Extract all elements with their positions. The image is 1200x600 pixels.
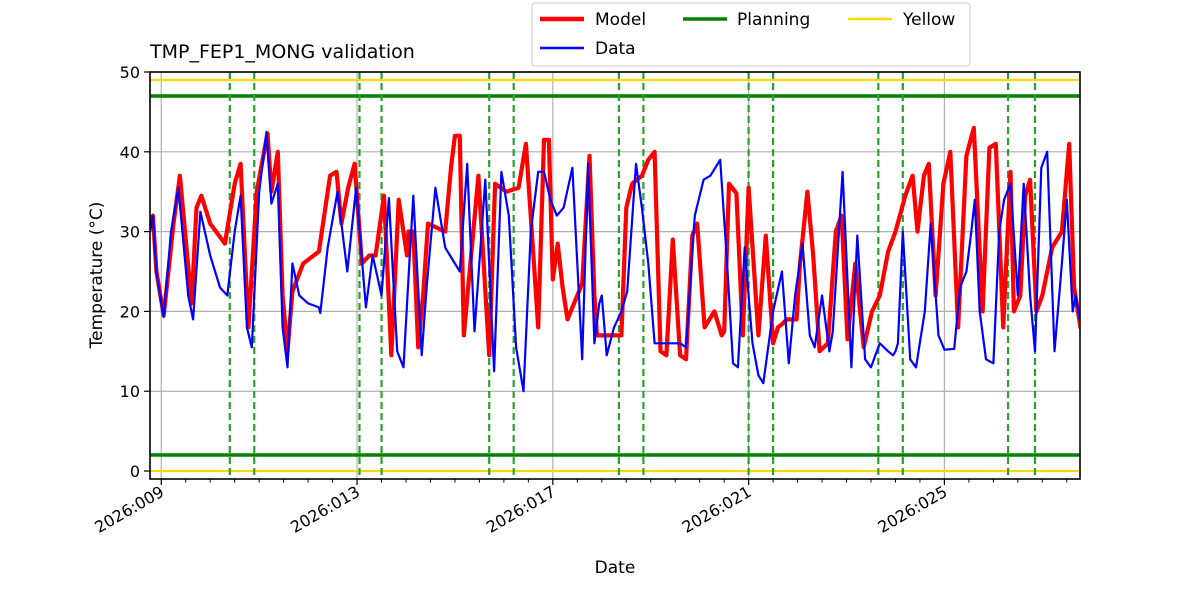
legend-label-model: Model (595, 10, 646, 30)
legend: Model Data Planning Yellow (531, 2, 971, 67)
plot-frame (149, 71, 1081, 480)
legend-label-yellow: Yellow (902, 10, 955, 30)
plot-area (150, 72, 1080, 479)
series-group (150, 125, 1080, 393)
y-axis-title: Temperature (°C) (87, 202, 107, 350)
y-tick-label: 0 (130, 462, 140, 481)
x-axis-title: Date (595, 558, 636, 578)
y-axis: 0 10 20 30 40 50 (120, 63, 150, 481)
x-tick-label: 2026:025 (875, 482, 951, 537)
y-tick-label: 10 (120, 382, 140, 401)
limit-lines (150, 78, 1080, 473)
y-tick-label: 40 (120, 143, 140, 162)
x-axis: 2026:009 2026:013 2026:017 2026:021 2026:025 (91, 479, 1068, 537)
series-line-data (150, 130, 1080, 393)
y-tick-label: 20 (120, 302, 140, 321)
x-tick-label: 2026:009 (91, 482, 167, 537)
series-line-model (150, 125, 1080, 362)
x-tick-label: 2026:013 (287, 482, 363, 537)
x-tick-label: 2026:017 (483, 482, 559, 537)
x-tick-label: 2026:021 (679, 482, 755, 537)
y-axis-title-text: Temperature (°C) (87, 202, 107, 350)
y-tick-label: 30 (120, 223, 140, 242)
legend-label-data: Data (595, 39, 636, 59)
chart-title: TMP_FEP1_MONG validation (149, 41, 415, 63)
y-tick-label: 50 (120, 63, 140, 82)
legend-label-planning: Planning (737, 10, 810, 30)
